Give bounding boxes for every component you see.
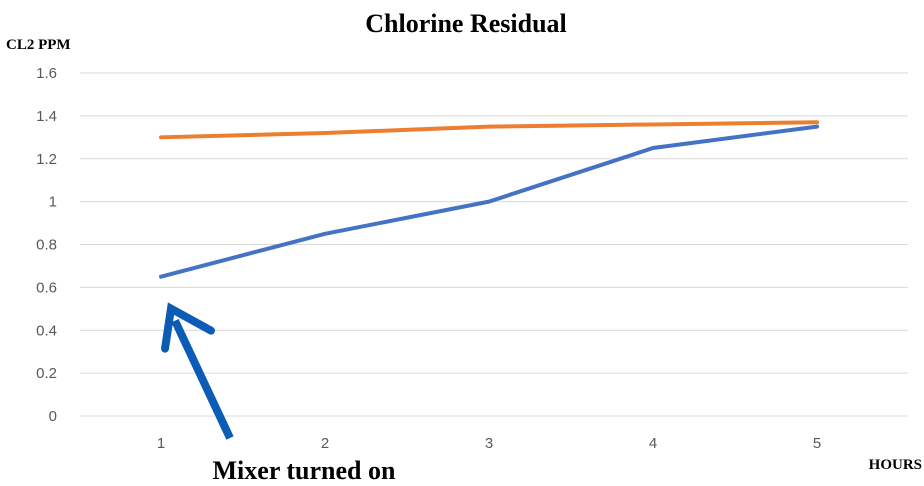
y-tick-label: 1.2 xyxy=(36,151,57,168)
x-tick-label: 2 xyxy=(321,435,329,452)
x-axis-ticks: 1 2 3 4 5 xyxy=(157,435,821,452)
y-axis-ticks: 0 0.2 0.4 0.6 0.8 1 1.2 1.4 1.6 xyxy=(36,65,57,425)
y-tick-label: 1.6 xyxy=(36,65,57,82)
y-tick-label: 0.8 xyxy=(36,237,57,254)
y-tick-label: 1 xyxy=(49,194,57,211)
x-tick-label: 3 xyxy=(485,435,493,452)
annotation-text: Mixer turned on xyxy=(213,456,396,485)
y-tick-label: 0.4 xyxy=(36,322,57,339)
chart-title: Chlorine Residual xyxy=(365,9,567,38)
x-tick-label: 5 xyxy=(813,435,821,452)
annotation: Mixer turned on xyxy=(161,302,396,485)
annotation-arrow-shaft xyxy=(171,318,234,440)
y-tick-label: 0 xyxy=(49,408,57,425)
x-axis-label: HOURS xyxy=(869,457,922,473)
y-tick-label: 1.4 xyxy=(36,108,57,125)
y-tick-label: 0.2 xyxy=(36,365,57,382)
x-tick-label: 4 xyxy=(649,435,657,452)
series-line-2 xyxy=(159,120,819,140)
annotation-arrow-head xyxy=(161,302,215,353)
y-axis-label: CL2 PPM xyxy=(6,37,71,53)
y-tick-label: 0.6 xyxy=(36,279,57,296)
x-tick-label: 1 xyxy=(157,435,165,452)
series-line-1 xyxy=(159,124,819,279)
series-lines xyxy=(159,120,819,279)
